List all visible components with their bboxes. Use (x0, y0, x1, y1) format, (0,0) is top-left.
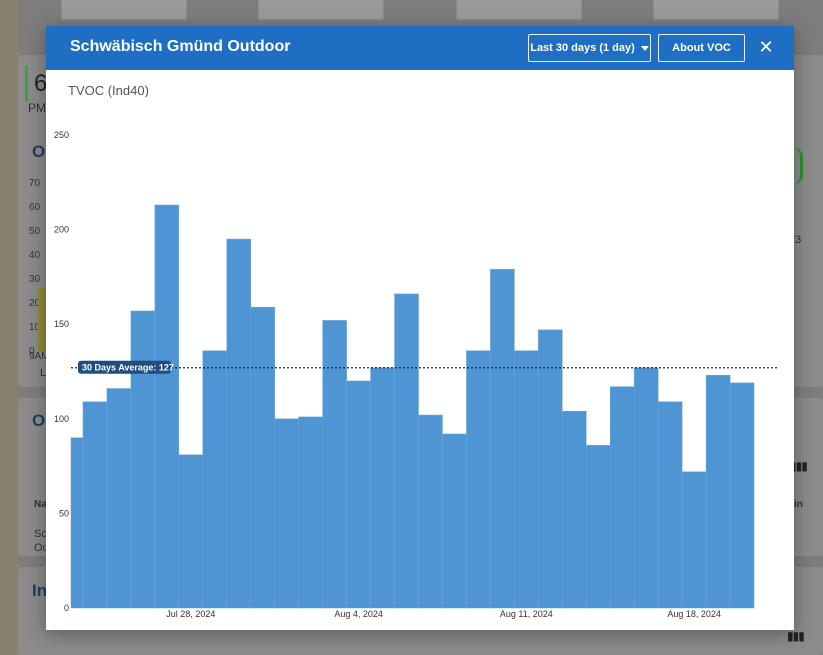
bg-axis-tick: 50 (29, 226, 41, 237)
background-strip (0, 0, 18, 655)
bar[interactable] (70, 437, 84, 609)
x-tick-label: Aug 18, 2024 (667, 609, 721, 619)
report-thumbnail[interactable] (653, 0, 779, 20)
bg-axis-tick: 30 (29, 274, 41, 285)
bar[interactable] (106, 388, 132, 609)
bar[interactable] (562, 410, 587, 609)
bar[interactable] (442, 433, 467, 609)
columns-icon[interactable]: ▮▮▮ (790, 459, 808, 473)
bar[interactable] (154, 204, 180, 609)
reading-indicator (25, 66, 28, 102)
bar[interactable] (130, 310, 156, 609)
y-tick-label: 0 (64, 603, 69, 613)
bar[interactable] (514, 350, 539, 609)
report-thumbnail[interactable] (258, 0, 384, 20)
table-header: Na (34, 499, 47, 510)
bar[interactable] (681, 471, 707, 609)
bar[interactable] (178, 454, 204, 609)
table-cell: Ou (34, 542, 49, 554)
bar[interactable] (322, 320, 347, 609)
about-voc-button[interactable]: About VOC (658, 34, 745, 62)
x-tick-label: Aug 4, 2024 (334, 609, 383, 619)
bar[interactable] (226, 238, 251, 609)
reading-value: 6 (34, 70, 48, 97)
bg-axis-tick: 60 (29, 202, 41, 213)
bar[interactable] (202, 350, 228, 609)
time-range-dropdown[interactable]: Last 30 days (1 day) (528, 34, 651, 62)
table-header: in (794, 499, 803, 510)
bar[interactable] (609, 386, 635, 609)
bar[interactable] (705, 375, 731, 609)
y-tick-label: 250 (54, 130, 69, 140)
bg-axis-tick: L (40, 367, 47, 379)
section-heading: In (32, 581, 48, 600)
bar[interactable] (82, 401, 108, 609)
bg-axis-tick: 10 (29, 322, 41, 333)
columns-icon[interactable]: ▮▮▮ (787, 629, 805, 643)
gauge-arc (794, 148, 803, 184)
bg-axis-tick: 20 (29, 298, 41, 309)
bg-axis-tick: 70 (29, 178, 41, 189)
table-cell: Sc (34, 528, 47, 540)
average-label: 30 Days Average: 127 (82, 363, 174, 373)
time-range-label: Last 30 days (1 day) (530, 42, 635, 54)
bar[interactable] (346, 380, 371, 609)
bar[interactable] (729, 382, 755, 609)
bar[interactable] (298, 416, 323, 609)
caret-down-icon (640, 45, 649, 51)
bar[interactable] (274, 418, 299, 609)
bg-bar (38, 288, 46, 352)
bg-axis-tick: 0 (29, 346, 35, 357)
x-tick-label: Jul 28, 2024 (166, 609, 215, 619)
x-tick-label: Aug 11, 2024 (500, 609, 553, 619)
close-icon[interactable]: ✕ (758, 37, 774, 57)
y-tick-label: 50 (59, 508, 69, 518)
bar[interactable] (657, 401, 683, 609)
chart-title: TVOC (Ind40) (68, 83, 149, 98)
bar[interactable] (370, 367, 395, 609)
chart-modal: Schwäbisch Gmünd Outdoor Last 30 days (1… (46, 26, 794, 630)
bar[interactable] (418, 414, 443, 609)
bar[interactable] (466, 350, 491, 609)
bar[interactable] (633, 367, 659, 609)
bar[interactable] (586, 445, 611, 609)
tvoc-bar-chart: TVOC (Ind40) 0 50 100 150 200 250 Jul 28, 202… (54, 83, 778, 619)
bar[interactable] (538, 329, 563, 609)
bar[interactable] (394, 293, 419, 609)
bg-axis-tick: 9AM (29, 351, 50, 362)
report-thumbnail[interactable] (456, 0, 582, 20)
report-thumbnail[interactable] (61, 0, 187, 20)
bar[interactable] (250, 306, 275, 609)
y-tick-label: 100 (54, 414, 69, 424)
y-tick-label: 150 (54, 319, 69, 329)
average-label-box (78, 360, 171, 374)
modal-header: Schwäbisch Gmünd Outdoor Last 30 days (1… (46, 26, 794, 70)
modal-title: Schwäbisch Gmünd Outdoor (70, 38, 291, 55)
bar[interactable] (490, 269, 515, 609)
bg-axis-tick: 40 (29, 250, 41, 261)
y-tick-label: 200 (54, 225, 69, 235)
